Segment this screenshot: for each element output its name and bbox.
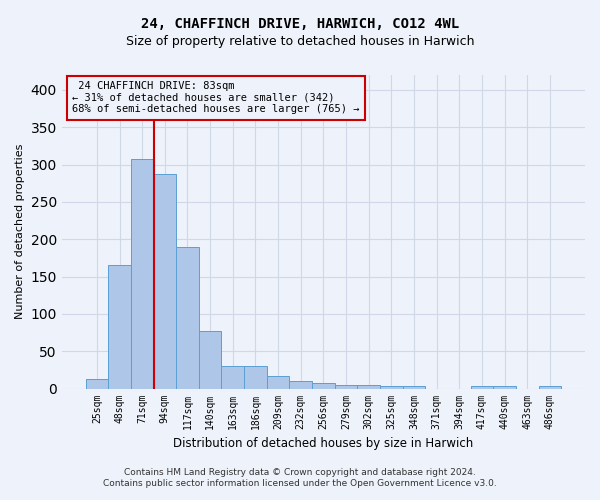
Bar	[358, 385, 380, 388]
Bar	[470, 386, 493, 388]
Bar	[244, 366, 267, 388]
Bar	[380, 386, 403, 388]
Text: 24, CHAFFINCH DRIVE, HARWICH, CO12 4WL: 24, CHAFFINCH DRIVE, HARWICH, CO12 4WL	[141, 18, 459, 32]
Text: Size of property relative to detached houses in Harwich: Size of property relative to detached ho…	[126, 35, 474, 48]
Bar	[267, 376, 289, 388]
X-axis label: Distribution of detached houses by size in Harwich: Distribution of detached houses by size …	[173, 437, 473, 450]
Text: 24 CHAFFINCH DRIVE: 83sqm
← 31% of detached houses are smaller (342)
68% of semi: 24 CHAFFINCH DRIVE: 83sqm ← 31% of detac…	[72, 82, 360, 114]
Bar	[131, 160, 154, 388]
Bar	[86, 379, 108, 388]
Bar	[312, 382, 335, 388]
Bar	[335, 385, 358, 388]
Bar	[176, 246, 199, 388]
Bar	[403, 386, 425, 388]
Bar	[154, 174, 176, 388]
Bar	[289, 381, 312, 388]
Text: Contains HM Land Registry data © Crown copyright and database right 2024.
Contai: Contains HM Land Registry data © Crown c…	[103, 468, 497, 487]
Bar	[199, 331, 221, 388]
Bar	[493, 386, 516, 388]
Bar	[108, 266, 131, 388]
Bar	[221, 366, 244, 388]
Y-axis label: Number of detached properties: Number of detached properties	[15, 144, 25, 320]
Bar	[539, 386, 561, 388]
